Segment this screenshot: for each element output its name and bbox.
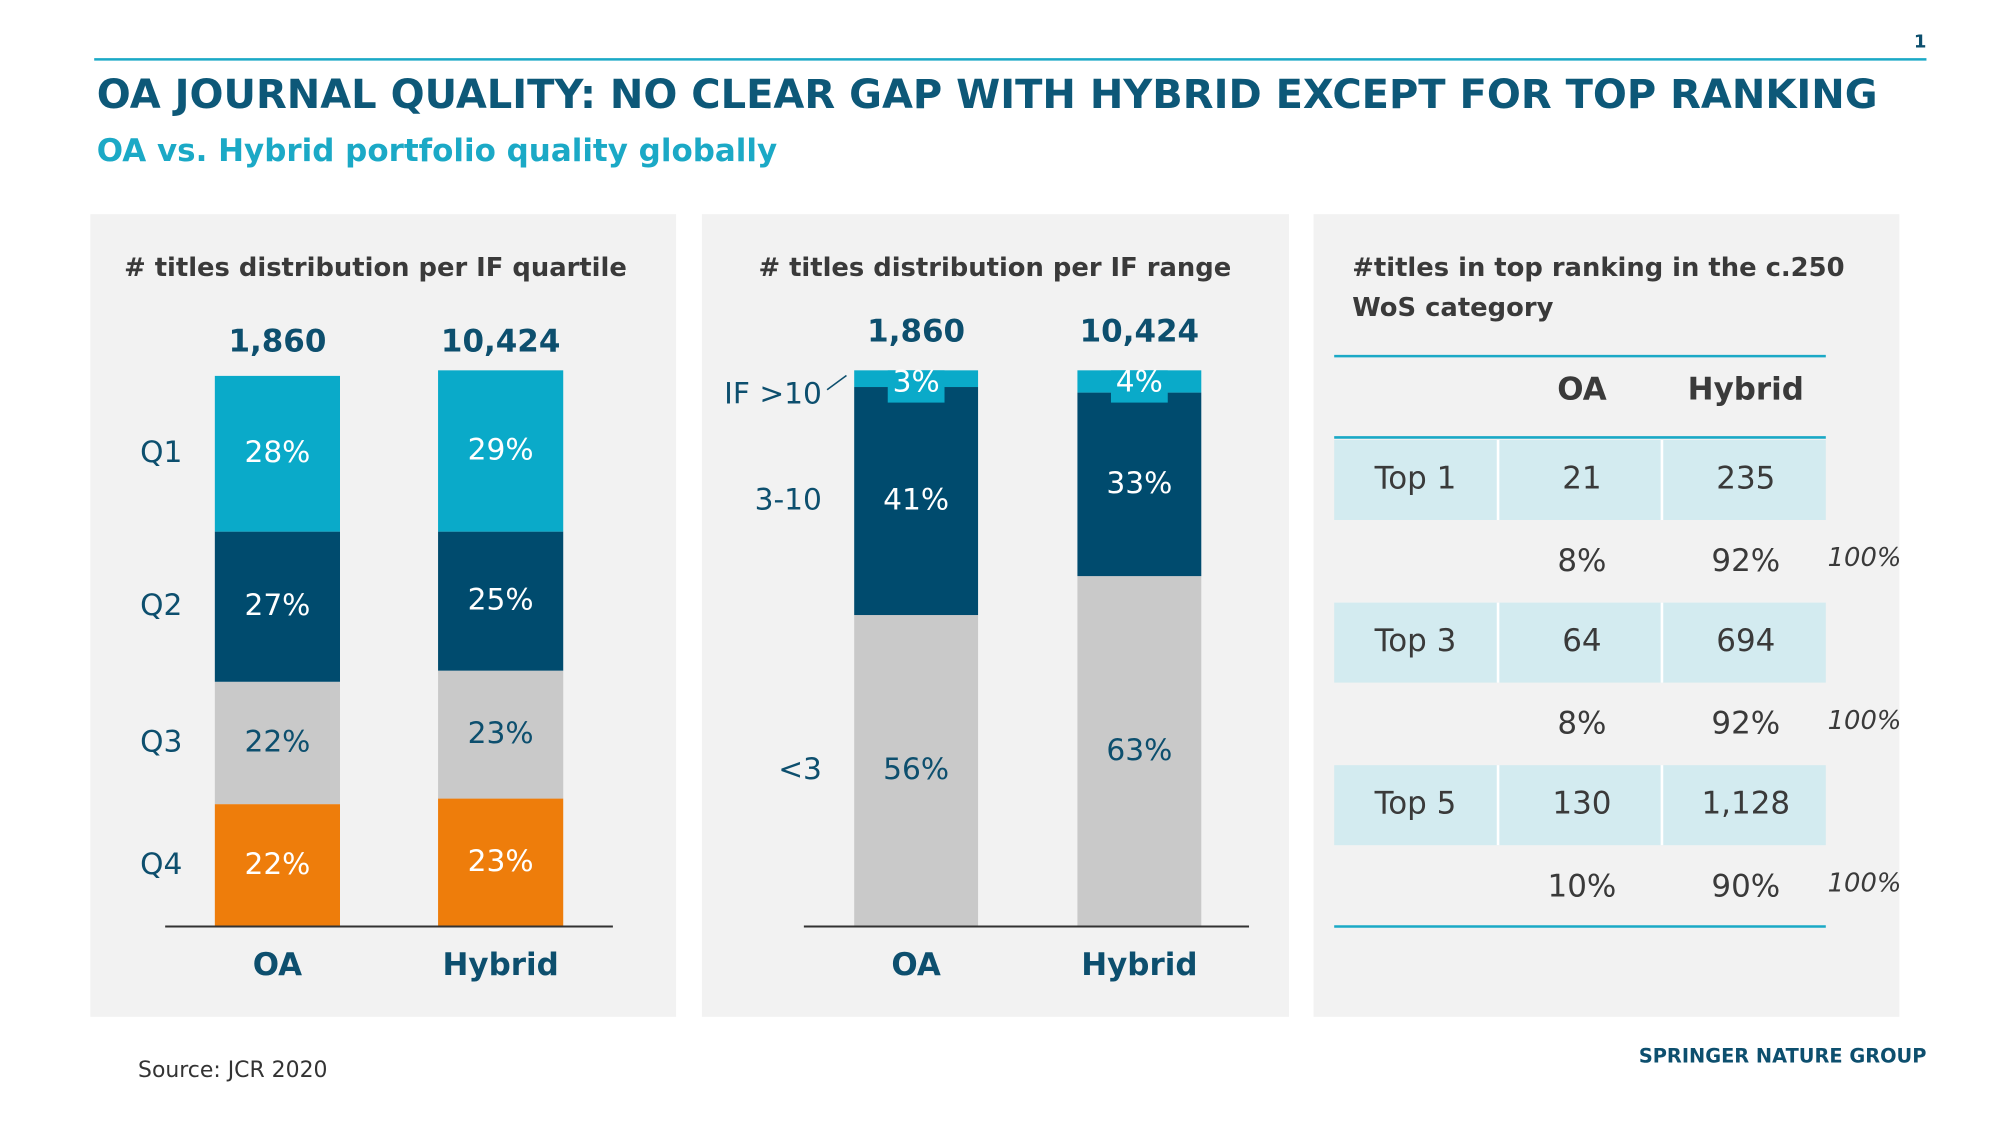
row-band xyxy=(1334,765,1826,846)
value-label: 23% xyxy=(468,715,534,750)
value-label: 3% xyxy=(893,364,940,399)
x-tick-label: Hybrid xyxy=(443,947,559,983)
label-box xyxy=(887,370,945,403)
row-label: Top 5 xyxy=(1374,786,1457,822)
series-label: IF >10 xyxy=(724,375,822,410)
row-label: Top 1 xyxy=(1374,461,1457,497)
value-label: 23% xyxy=(468,843,534,878)
subtitle: OA vs. Hybrid portfolio quality globally xyxy=(97,133,777,169)
column-header: OA xyxy=(1557,371,1606,407)
value-label: 29% xyxy=(468,431,534,466)
value-label: 25% xyxy=(468,582,534,617)
bar-segment xyxy=(214,804,340,927)
series-label: 3-10 xyxy=(755,482,822,517)
value-label: 22% xyxy=(244,846,310,881)
series-label: Q3 xyxy=(140,723,182,758)
value-label: 4% xyxy=(1116,364,1163,399)
cell: 235 xyxy=(1716,461,1775,497)
table-title-box: #titles in top ranking in the c.250 WoS … xyxy=(1352,251,1845,323)
total-label: 10,424 xyxy=(1080,313,1199,349)
row-label: Top 3 xyxy=(1374,623,1457,659)
value-label: 63% xyxy=(1106,732,1172,767)
column-header: Hybrid xyxy=(1688,371,1804,407)
cell: 10% xyxy=(1548,868,1617,904)
row-total: 100% xyxy=(1828,543,1902,573)
row-total: 100% xyxy=(1828,706,1902,736)
bar-segment xyxy=(214,681,340,805)
value-label: 56% xyxy=(883,751,949,786)
table-title: #titles in top ranking in the c.250 WoS … xyxy=(1352,251,1845,323)
chart-title: # titles distribution per IF range xyxy=(758,253,1231,283)
title: OA JOURNAL QUALITY: NO CLEAR GAP WITH HY… xyxy=(97,72,1878,118)
row-total: 100% xyxy=(1828,868,1902,898)
x-tick-label: Hybrid xyxy=(1081,947,1197,983)
bar-segment xyxy=(1077,392,1202,577)
cell: 64 xyxy=(1562,623,1601,659)
bar-segment xyxy=(214,531,340,682)
cell: 90% xyxy=(1711,868,1780,904)
bar-segment xyxy=(854,615,979,927)
bar-segment xyxy=(1077,576,1202,927)
cell: 21 xyxy=(1562,461,1601,497)
row-band xyxy=(1334,602,1826,683)
bar-segment xyxy=(438,370,564,532)
chart-title: # titles distribution per IF quartile xyxy=(124,253,627,283)
cell: 8% xyxy=(1557,706,1606,742)
total-label: 1,860 xyxy=(867,313,965,349)
value-label: 28% xyxy=(244,434,310,469)
logo: SPRINGER NATURE GROUP xyxy=(1639,1044,1927,1067)
bar-segment xyxy=(438,531,564,671)
value-label: 41% xyxy=(883,482,949,517)
bar-segment xyxy=(438,798,564,927)
x-tick-label: OA xyxy=(253,947,302,983)
series-label: Q1 xyxy=(140,434,182,469)
cell: 1,128 xyxy=(1701,786,1790,822)
source: Source: JCR 2020 xyxy=(138,1058,327,1083)
cell: 92% xyxy=(1711,543,1780,579)
series-label: Q4 xyxy=(140,846,182,881)
value-label: 33% xyxy=(1106,465,1172,500)
cell: 694 xyxy=(1716,623,1775,659)
series-label: Q2 xyxy=(140,587,182,622)
value-label: 22% xyxy=(244,723,310,758)
cell: 130 xyxy=(1552,786,1611,822)
bar-segment xyxy=(438,670,564,799)
bar-segment xyxy=(214,375,340,532)
label-box xyxy=(1110,370,1168,403)
cell: 8% xyxy=(1557,543,1606,579)
row-band xyxy=(1334,440,1826,521)
total-label: 1,860 xyxy=(228,324,326,360)
page-number: 1 xyxy=(1914,32,1927,53)
x-tick-label: OA xyxy=(891,947,940,983)
callout-line xyxy=(826,374,847,391)
bar-segment xyxy=(854,387,979,616)
series-label: <3 xyxy=(778,751,822,786)
value-label: 27% xyxy=(244,587,310,622)
panel xyxy=(90,214,677,1017)
total-label: 10,424 xyxy=(441,324,560,360)
cell: 92% xyxy=(1711,706,1780,742)
